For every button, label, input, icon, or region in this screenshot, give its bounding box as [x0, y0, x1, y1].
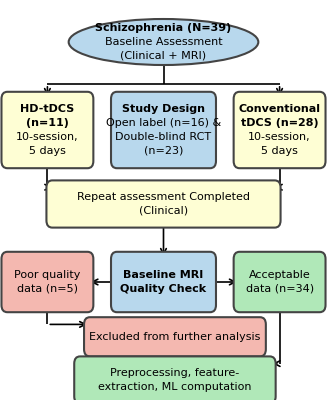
Text: 5 days: 5 days [261, 146, 298, 156]
Text: HD-tDCS: HD-tDCS [20, 104, 75, 114]
Text: Double-blind RCT: Double-blind RCT [115, 132, 212, 142]
Text: 5 days: 5 days [29, 146, 66, 156]
Text: Acceptable: Acceptable [249, 270, 310, 280]
Text: tDCS (n=28): tDCS (n=28) [241, 118, 318, 128]
FancyBboxPatch shape [111, 252, 216, 312]
Text: Study Design: Study Design [122, 104, 205, 114]
Text: Preprocessing, feature-: Preprocessing, feature- [110, 368, 240, 378]
FancyBboxPatch shape [233, 92, 325, 168]
FancyBboxPatch shape [84, 317, 266, 356]
Text: Baseline Assessment: Baseline Assessment [105, 37, 222, 47]
FancyBboxPatch shape [74, 356, 276, 400]
Text: Excluded from further analysis: Excluded from further analysis [89, 332, 261, 342]
Text: Open label (n=16) &: Open label (n=16) & [106, 118, 221, 128]
FancyBboxPatch shape [111, 92, 216, 168]
Text: Baseline MRI: Baseline MRI [123, 270, 204, 280]
Text: Repeat assessment Completed: Repeat assessment Completed [77, 192, 250, 202]
Text: 10-session,: 10-session, [16, 132, 79, 142]
Text: (n=23): (n=23) [144, 146, 183, 156]
Text: (Clinical + MRI): (Clinical + MRI) [120, 51, 207, 61]
Text: 10-session,: 10-session, [248, 132, 311, 142]
FancyBboxPatch shape [233, 252, 325, 312]
Text: extraction, ML computation: extraction, ML computation [98, 382, 252, 392]
Text: Conventional: Conventional [239, 104, 320, 114]
FancyBboxPatch shape [1, 252, 94, 312]
Text: Quality Check: Quality Check [120, 284, 207, 294]
Text: (Clinical): (Clinical) [139, 206, 188, 216]
Text: data (n=34): data (n=34) [246, 284, 314, 294]
FancyBboxPatch shape [46, 180, 281, 228]
Ellipse shape [69, 19, 258, 65]
Text: (n=11): (n=11) [26, 118, 69, 128]
Text: data (n=5): data (n=5) [17, 284, 78, 294]
FancyBboxPatch shape [1, 92, 94, 168]
Text: Poor quality: Poor quality [14, 270, 80, 280]
Text: Schizophrenia (N=39): Schizophrenia (N=39) [95, 23, 232, 33]
